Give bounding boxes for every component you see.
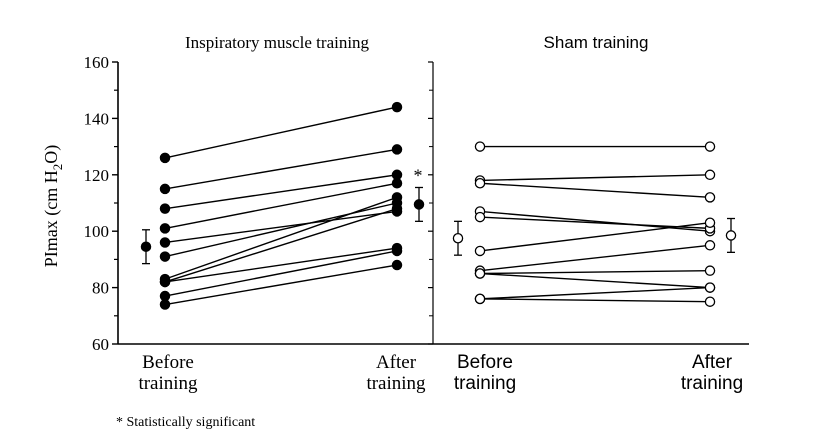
y-axis-label-main: PImax (cm H (41, 170, 62, 267)
subject-point-sham-10-before (474, 293, 486, 305)
mean-point-imt-after (413, 199, 425, 210)
subject-point-sham-2-before (474, 178, 486, 189)
subject-point-imt-1-before (159, 183, 171, 195)
x-label-sham-after-1: training (681, 373, 743, 394)
subject-point-sham-8-before (474, 268, 486, 279)
x-label-imt-before-0: Before (142, 352, 194, 373)
y-tick-label-100: 100 (84, 222, 110, 241)
significance-marker: * (414, 165, 423, 185)
subject-line-sham-1 (479, 174, 711, 182)
subject-point-imt-0-after (391, 101, 403, 113)
subject-point-sham-5-after (704, 217, 716, 228)
y-tick-label-120: 120 (84, 166, 110, 185)
subject-line-imt-8 (164, 247, 398, 283)
x-label-sham-after-0: After (692, 352, 733, 373)
x-label-sham-before-1: training (454, 373, 516, 394)
y-tick-label-80: 80 (92, 279, 109, 298)
mean-point-sham-before (452, 232, 464, 244)
footnote: * Statistically significant (116, 415, 255, 430)
subject-point-imt-5-before (159, 251, 171, 262)
y-tick-label-140: 140 (84, 109, 110, 128)
subject-line-imt-4 (164, 210, 398, 244)
panel-titles: Inspiratory muscle training Sham trainin… (185, 33, 649, 52)
subject-point-imt-7-after (391, 203, 403, 214)
subject-point-imt-10-after (391, 259, 403, 271)
mean-markers: * (140, 165, 737, 265)
subject-line-imt-0 (164, 106, 398, 159)
subject-line-imt-9 (164, 250, 398, 297)
subject-line-sham-8 (479, 272, 711, 289)
subject-points (159, 101, 716, 310)
subject-point-imt-1-after (391, 144, 403, 155)
subject-point-sham-0-before (474, 141, 486, 152)
subject-point-imt-3-before (159, 223, 171, 234)
subject-point-imt-8-before (159, 276, 171, 288)
subject-point-sham-4-before (474, 211, 486, 223)
subject-point-imt-6-after (391, 192, 403, 203)
subject-point-sham-0-after (704, 141, 716, 152)
y-tick-label-160: 160 (84, 53, 110, 72)
mean-point-sham-after (725, 230, 737, 241)
subject-line-sham-9 (479, 286, 711, 300)
subject-line-sham-2 (479, 182, 711, 199)
subject-point-imt-2-before (159, 203, 171, 214)
panel-title-sham: Sham training (544, 33, 649, 52)
subject-line-imt-10 (164, 264, 398, 306)
subject-line-imt-5 (164, 202, 398, 258)
subject-line-imt-3 (164, 182, 398, 230)
x-label-imt-after-1: training (366, 373, 426, 394)
subject-point-sham-2-after (704, 192, 716, 203)
subject-line-sham-6 (479, 244, 711, 272)
subject-line-sham-7 (479, 269, 711, 275)
y-axis-label-sub: 2 (50, 164, 65, 171)
subject-line-sham-5 (479, 222, 711, 252)
subject-point-sham-5-before (474, 245, 486, 257)
subject-point-imt-0-before (159, 152, 171, 164)
y-axis-label-end: O) (41, 145, 62, 164)
subject-point-sham-6-after (704, 240, 716, 251)
y-ticks: 60 80 100 120 140 160 (84, 53, 433, 354)
subject-line-sham-10 (479, 298, 711, 303)
subject-point-imt-3-after (391, 178, 403, 189)
x-label-sham-before-0: Before (457, 352, 513, 373)
subject-line-imt-6 (164, 196, 398, 280)
y-axis-label: PImax (cm H2O) (41, 145, 65, 267)
subject-line-imt-2 (164, 174, 398, 210)
x-category-labels: BeforetrainingAftertrainingBeforetrainin… (138, 352, 743, 394)
subject-lines (164, 106, 711, 306)
subject-point-sham-9-after (704, 282, 716, 293)
x-label-imt-before-1: training (138, 373, 198, 394)
subject-point-imt-4-before (159, 237, 171, 248)
subject-line-sham-4 (479, 216, 711, 230)
y-tick-label-60: 60 (92, 335, 109, 354)
subject-line-imt-7 (164, 207, 398, 283)
mean-point-imt-before (140, 241, 152, 252)
svg-text:PImax (cm H2O): PImax (cm H2O) (41, 145, 65, 267)
subject-point-sham-10-after (704, 296, 716, 307)
subject-line-imt-1 (164, 148, 398, 190)
subject-point-imt-9-after (391, 245, 403, 257)
subject-line-sham-3 (479, 210, 711, 232)
x-label-imt-after-0: After (376, 352, 417, 373)
subject-point-sham-1-after (704, 169, 716, 181)
panel-title-imt: Inspiratory muscle training (185, 33, 370, 52)
subject-point-imt-10-before (159, 299, 171, 310)
subject-point-sham-7-after (704, 265, 716, 276)
